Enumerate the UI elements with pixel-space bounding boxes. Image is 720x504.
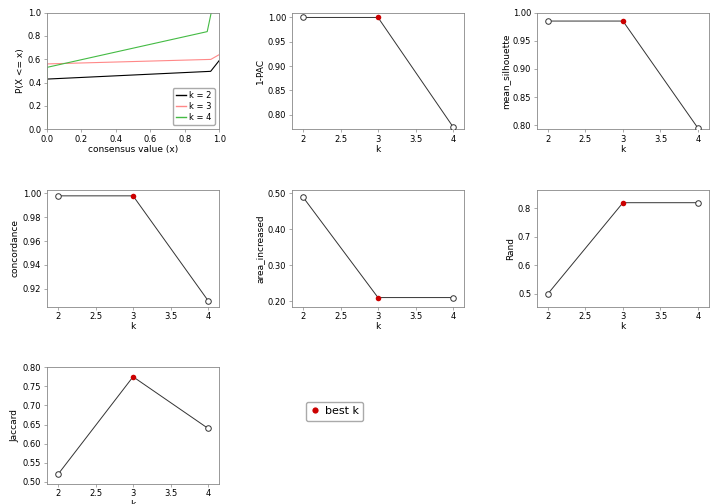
Y-axis label: 1-PAC: 1-PAC (256, 58, 265, 84)
Y-axis label: Jaccard: Jaccard (11, 409, 20, 442)
X-axis label: consensus value (x): consensus value (x) (88, 145, 178, 154)
Legend: k = 2, k = 3, k = 4: k = 2, k = 3, k = 4 (173, 88, 215, 125)
X-axis label: k: k (621, 323, 626, 332)
Y-axis label: area_increased: area_increased (256, 214, 265, 283)
Y-axis label: P(X <= x): P(X <= x) (17, 48, 25, 93)
X-axis label: k: k (375, 323, 381, 332)
X-axis label: k: k (130, 500, 135, 504)
Y-axis label: mean_silhouette: mean_silhouette (501, 33, 510, 109)
X-axis label: k: k (375, 145, 381, 154)
X-axis label: k: k (130, 323, 135, 332)
Legend: best k: best k (306, 402, 364, 421)
Y-axis label: concordance: concordance (11, 219, 20, 277)
Y-axis label: Rand: Rand (506, 237, 515, 260)
X-axis label: k: k (621, 145, 626, 154)
